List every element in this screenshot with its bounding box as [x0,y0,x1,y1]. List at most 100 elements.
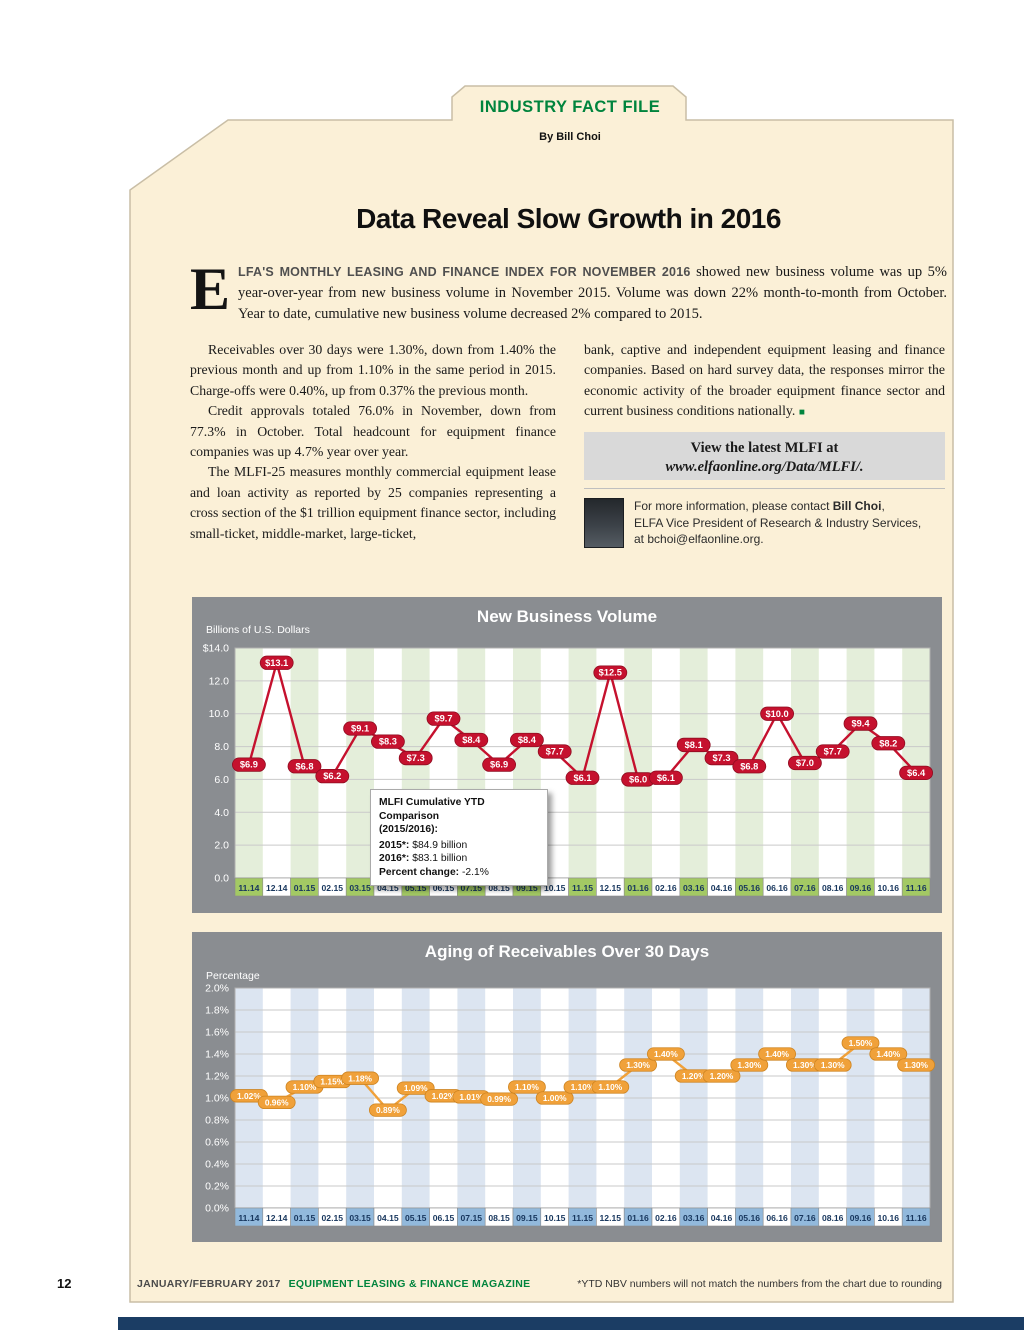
x-axis-label: 07.16 [794,1213,816,1223]
x-axis-label: 05.16 [739,1213,761,1223]
y-axis-label: 4.0 [214,807,229,819]
y-axis-label: $14.0 [203,643,229,655]
svg-text:$6.1: $6.1 [573,773,591,783]
y-axis-label: 6.0 [214,774,229,786]
x-axis-label: 11.14 [238,1213,259,1223]
svg-text:$6.2: $6.2 [323,771,341,781]
contact-line2: ELFA Vice President of Research & Indust… [634,515,922,530]
y-axis-label: 1.6% [205,1027,229,1039]
svg-text:$9.7: $9.7 [434,714,452,724]
svg-text:1.10%: 1.10% [571,1082,595,1092]
mlfi-link[interactable]: www.elfaonline.org/Data/MLFI/. [665,458,864,475]
svg-text:$6.0: $6.0 [629,775,647,785]
svg-text:$8.4: $8.4 [518,735,537,745]
svg-text:1.40%: 1.40% [654,1049,678,1059]
data-point-label: $6.2 [315,768,350,784]
footnote: *YTD NBV numbers will not match the numb… [577,1278,942,1290]
data-point-label: $6.8 [287,759,322,774]
x-axis-label: 10.16 [878,883,900,893]
svg-text:$8.4: $8.4 [462,735,481,745]
data-point-label: $6.1 [648,770,683,785]
y-axis-label: 8.0 [214,741,229,753]
svg-text:1.40%: 1.40% [765,1049,789,1059]
data-point-label: $8.4 [454,732,489,748]
svg-text:$9.4: $9.4 [851,719,870,729]
data-point-label: $8.1 [676,737,711,753]
x-axis-label: 02.15 [322,883,344,893]
callout-title: MLFI Cumulative YTD Comparison (2015/201… [379,797,485,836]
page-title: Data Reveal Slow Growth in 2016 [356,203,781,234]
x-axis-label: 08.16 [822,1213,844,1223]
contact-block: For more information, please contact Bil… [584,488,945,548]
x-axis-label: 12.14 [266,883,288,893]
x-axis-label: 07.16 [794,883,816,893]
chart-title: New Business Volume [476,607,658,626]
x-axis-label: 11.15 [572,1213,593,1223]
x-axis-label: 05.15 [405,1213,427,1223]
x-axis-label: 03.15 [349,1213,371,1223]
column-stripe [568,648,597,878]
x-axis-label: 06.15 [433,1213,455,1223]
data-point-label: $10.0 [760,706,794,721]
svg-text:1.18%: 1.18% [348,1073,372,1083]
x-axis-label: 10.15 [544,883,566,893]
svg-text:1.20%: 1.20% [682,1071,706,1081]
x-axis-label: 11.14 [238,883,259,893]
svg-text:$7.7: $7.7 [546,747,564,757]
bottom-navy-bar [118,1317,1024,1330]
x-axis-label: 02.15 [322,1213,344,1223]
data-point-label: 1.10% [591,1080,630,1094]
callout-row: 2015*: $84.9 billion [379,839,468,851]
drop-cap: E [190,256,231,322]
y-axis-label: 2.0 [214,840,229,852]
x-axis-label: 07.15 [461,883,483,893]
lead-paragraph: E LFA'S MONTHLY LEASING AND FINANCE INDEX… [190,256,947,325]
paragraph: bank, captive and independent equipment … [584,342,945,419]
svg-text:1.30%: 1.30% [821,1060,845,1070]
paragraph: Receivables over 30 days were 1.30%, dow… [190,342,556,398]
end-mark: ■ [798,407,805,419]
x-axis-label: 04.15 [377,883,399,893]
data-point-label: 0.96% [257,1095,296,1110]
y-axis-label: 1.8% [205,1005,229,1017]
data-point-label: 1.09% [396,1081,435,1095]
aging-receivables-chart: Aging of Receivables Over 30 Days Percen… [192,932,942,1242]
data-point-label: $6.4 [899,765,933,781]
data-point-label: $7.3 [704,750,739,766]
x-axis-label: 08.16 [822,883,844,893]
x-axis-label: 01.15 [294,1213,316,1223]
callout-row: 2016*: $83.1 billion [379,853,468,865]
data-point-label: $13.1 [259,655,294,670]
y-axis-label: 1.0% [205,1093,229,1105]
x-axis-label: 05.16 [739,883,761,893]
svg-text:$6.8: $6.8 [295,761,313,771]
x-axis-label: 06.15 [433,883,455,893]
svg-text:1.10%: 1.10% [515,1082,539,1092]
svg-text:$8.2: $8.2 [879,738,897,748]
data-point-label: 0.99% [480,1092,519,1106]
mlfi-callout-box: View the latest MLFI at www.elfaonline.o… [584,432,945,480]
x-axis-label: 01.16 [627,1213,649,1223]
svg-text:$6.8: $6.8 [740,761,758,771]
svg-text:1.10%: 1.10% [293,1082,317,1092]
contact-email[interactable]: at bchoi@elfaonline.org. [634,532,764,547]
contact-photo [584,498,624,548]
lead-intro-caps: LFA'S MONTHLY LEASING AND FINANCE INDEX … [238,265,691,279]
contact-line1: For more information, please contact [634,499,833,513]
x-axis-label: 01.16 [627,883,649,893]
contact-name: Bill Choi [832,499,882,513]
article-column-left: Receivables over 30 days were 1.30%, dow… [190,340,556,544]
x-axis-label: 06.16 [766,1213,788,1223]
y-axis-label: 0.0% [205,1203,229,1215]
data-point-label: $6.9 [232,757,266,772]
column-stripe [346,648,374,878]
y-axis-label: 0.8% [205,1115,229,1127]
x-axis-label: 10.15 [544,1213,566,1223]
column-stripe [624,648,652,878]
y-axis-unit-label: Percentage [206,970,260,982]
data-point-label: $7.7 [537,744,572,759]
x-axis-label: 02.16 [655,883,677,893]
svg-text:1.01%: 1.01% [459,1092,483,1102]
svg-text:1.30%: 1.30% [737,1060,761,1070]
svg-text:$10.0: $10.0 [765,709,788,719]
